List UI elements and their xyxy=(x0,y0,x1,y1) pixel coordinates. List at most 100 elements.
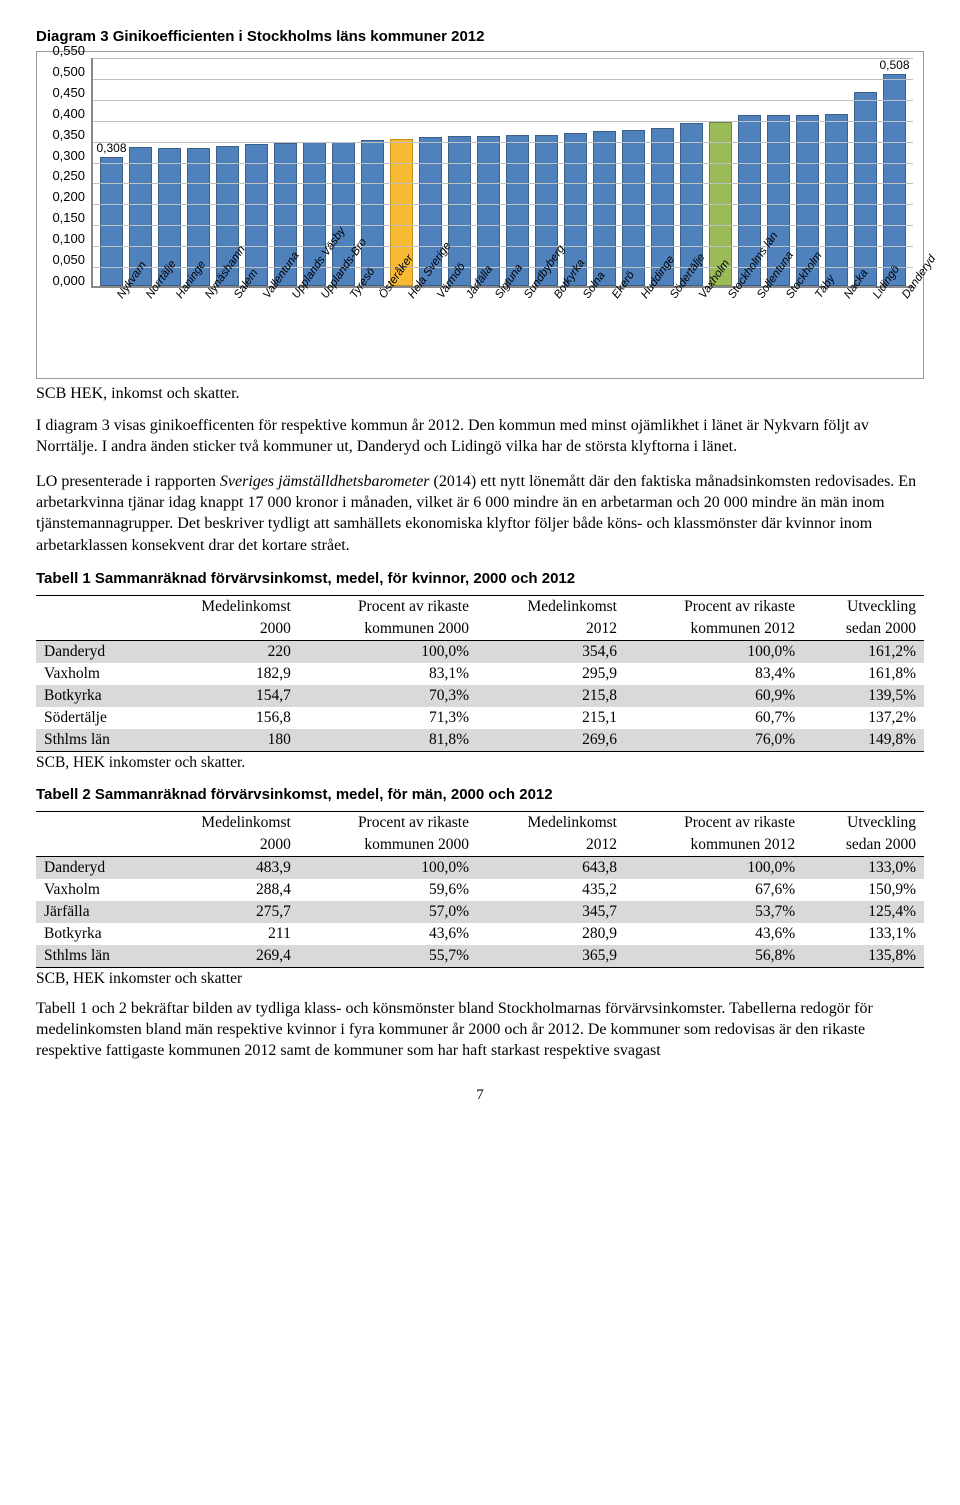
table-cell: 76,0% xyxy=(625,729,803,752)
col-header: Medelinkomst xyxy=(477,811,625,834)
table-cell: 137,2% xyxy=(803,707,924,729)
bar xyxy=(593,131,616,286)
col-header: Utveckling xyxy=(803,811,924,834)
table1-title: Tabell 1 Sammanräknad förvärvsinkomst, m… xyxy=(36,570,924,587)
table-cell: 43,6% xyxy=(625,923,803,945)
table-row: Södertälje156,871,3%215,160,7%137,2% xyxy=(36,707,924,729)
x-category-label: Österåker xyxy=(357,288,386,370)
table-cell: 67,6% xyxy=(625,879,803,901)
table-cell: 180 xyxy=(151,729,299,752)
col-header: kommunen 2000 xyxy=(299,618,477,641)
table-cell: 643,8 xyxy=(477,856,625,879)
table1-foot: SCB, HEK inkomster och skatter. xyxy=(36,754,924,772)
table2-title: Tabell 2 Sammanräknad förvärvsinkomst, m… xyxy=(36,786,924,803)
bar xyxy=(883,74,906,286)
x-category-label: Täby xyxy=(793,288,822,370)
table-cell: 435,2 xyxy=(477,879,625,901)
table-cell: Danderyd xyxy=(36,640,151,663)
table-2: MedelinkomstProcent av rikasteMedelinkom… xyxy=(36,811,924,968)
col-header: 2000 xyxy=(151,834,299,857)
x-category-label: Haninge xyxy=(153,288,182,370)
table-cell: 60,7% xyxy=(625,707,803,729)
x-category-label: Sollentuna xyxy=(735,288,764,370)
x-category-label: Stockholms län xyxy=(706,288,735,370)
table-cell: 135,8% xyxy=(803,945,924,968)
table-row: Vaxholm182,983,1%295,983,4%161,8% xyxy=(36,663,924,685)
table-row: Botkyrka154,770,3%215,860,9%139,5% xyxy=(36,685,924,707)
table-cell: 125,4% xyxy=(803,901,924,923)
x-category-label: Nacka xyxy=(822,288,851,370)
col-header xyxy=(36,618,151,641)
table-cell: 161,2% xyxy=(803,640,924,663)
table-cell: Järfälla xyxy=(36,901,151,923)
table-row: Sthlms län269,455,7%365,956,8%135,8% xyxy=(36,945,924,968)
para2-italic: Sveriges jämställdhetsbarometer xyxy=(220,473,430,490)
table-cell: 56,8% xyxy=(625,945,803,968)
table-cell: Sthlms län xyxy=(36,729,151,752)
paragraph-2: LO presenterade i rapporten Sveriges jäm… xyxy=(36,471,924,555)
table-row: Vaxholm288,459,6%435,267,6%150,9% xyxy=(36,879,924,901)
table-cell: 215,8 xyxy=(477,685,625,707)
col-header: Utveckling xyxy=(803,595,924,618)
col-header: 2012 xyxy=(477,618,625,641)
x-category-label: Botkyrka xyxy=(531,288,560,370)
x-category-label: Danderyd xyxy=(880,288,909,370)
table-cell: 154,7 xyxy=(151,685,299,707)
bar-slot xyxy=(619,130,648,286)
col-header xyxy=(36,834,151,857)
table-cell: 71,3% xyxy=(299,707,477,729)
x-category-label: Tyresö xyxy=(328,288,357,370)
bar-slot xyxy=(822,114,851,286)
col-header: kommunen 2012 xyxy=(625,834,803,857)
table-cell: 133,0% xyxy=(803,856,924,879)
table-row: Sthlms län18081,8%269,676,0%149,8% xyxy=(36,729,924,752)
x-category-label: Upplands Väsby xyxy=(269,288,298,370)
bar xyxy=(622,130,645,286)
col-header: kommunen 2000 xyxy=(299,834,477,857)
table-cell: 57,0% xyxy=(299,901,477,923)
x-category-label: Lidingö xyxy=(851,288,880,370)
x-category-label: Solna xyxy=(560,288,589,370)
x-category-label: Sigtuna xyxy=(473,288,502,370)
table-row: Danderyd483,9100,0%643,8100,0%133,0% xyxy=(36,856,924,879)
paragraph-1: I diagram 3 visas ginikoefficenten för r… xyxy=(36,415,924,457)
table-cell: Vaxholm xyxy=(36,663,151,685)
bar xyxy=(477,136,500,286)
col-header: Procent av rikaste xyxy=(625,595,803,618)
bar-slot xyxy=(590,131,619,286)
table-cell: 269,6 xyxy=(477,729,625,752)
x-category-label: Upplands-Bro xyxy=(299,288,328,370)
table-cell: 182,9 xyxy=(151,663,299,685)
x-category-label: Hela Sverige xyxy=(386,288,415,370)
page-number: 7 xyxy=(36,1087,924,1104)
col-header: sedan 2000 xyxy=(803,834,924,857)
table-cell: Södertälje xyxy=(36,707,151,729)
x-category-label: Salem xyxy=(211,288,240,370)
table-cell: 275,7 xyxy=(151,901,299,923)
col-header xyxy=(36,595,151,618)
table-cell: 81,8% xyxy=(299,729,477,752)
y-axis: 0,5500,5000,4500,4000,3500,3000,2500,200… xyxy=(47,58,91,288)
table-cell: 211 xyxy=(151,923,299,945)
col-header: Medelinkomst xyxy=(151,595,299,618)
table-cell: 83,1% xyxy=(299,663,477,685)
col-header: Procent av rikaste xyxy=(299,595,477,618)
bar xyxy=(245,144,268,286)
x-category-label: Järfälla xyxy=(444,288,473,370)
table-cell: 483,9 xyxy=(151,856,299,879)
table-cell: 288,4 xyxy=(151,879,299,901)
col-header: Medelinkomst xyxy=(477,595,625,618)
col-header: 2012 xyxy=(477,834,625,857)
table-cell: 161,8% xyxy=(803,663,924,685)
table-cell: Botkyrka xyxy=(36,685,151,707)
col-header: Procent av rikaste xyxy=(625,811,803,834)
table-cell: 100,0% xyxy=(299,640,477,663)
x-category-label: Ekerö xyxy=(589,288,618,370)
col-header: sedan 2000 xyxy=(803,618,924,641)
table-cell: 139,5% xyxy=(803,685,924,707)
table-cell: 295,9 xyxy=(477,663,625,685)
table-cell: 53,7% xyxy=(625,901,803,923)
x-category-label: Huddinge xyxy=(618,288,647,370)
x-category-label: Stockholm xyxy=(764,288,793,370)
table-cell: 215,1 xyxy=(477,707,625,729)
